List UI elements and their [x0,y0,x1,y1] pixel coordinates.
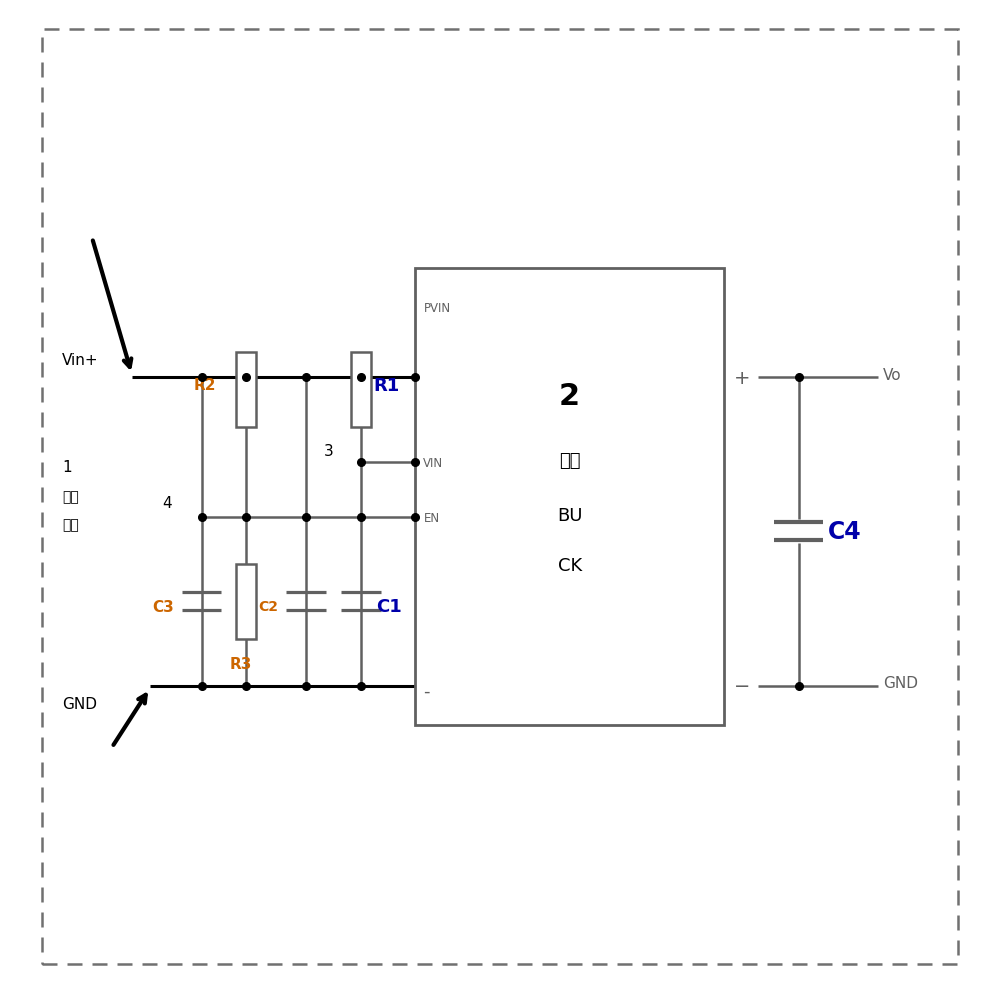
Text: C4: C4 [828,520,862,544]
Text: 1: 1 [62,459,72,475]
Text: C3: C3 [152,599,174,614]
Text: Vo: Vo [883,367,902,383]
Text: EN: EN [423,511,440,524]
Text: VIN: VIN [423,456,444,469]
Text: GND: GND [62,696,97,712]
Text: +: + [734,368,750,388]
Text: C2: C2 [258,599,278,613]
Text: R2: R2 [194,378,216,393]
Text: 输入: 输入 [62,518,79,532]
Text: R3: R3 [230,656,252,671]
Text: PVIN: PVIN [423,301,451,315]
Text: -: - [423,682,430,700]
Bar [236,353,256,427]
Text: 母线: 母线 [62,490,79,504]
Text: −: − [734,676,750,696]
Text: BU: BU [557,506,582,524]
Text: Vin+: Vin+ [62,352,99,368]
Text: 3: 3 [324,443,334,458]
Text: GND: GND [883,675,918,691]
Bar [415,268,724,726]
Text: R1: R1 [374,377,400,395]
Bar [236,565,256,639]
Text: 4: 4 [162,495,172,510]
Bar [351,353,371,427]
Text: C1: C1 [377,597,402,615]
Text: CK: CK [558,557,582,575]
Text: 低压: 低压 [559,451,580,469]
Text: 2: 2 [559,382,580,411]
